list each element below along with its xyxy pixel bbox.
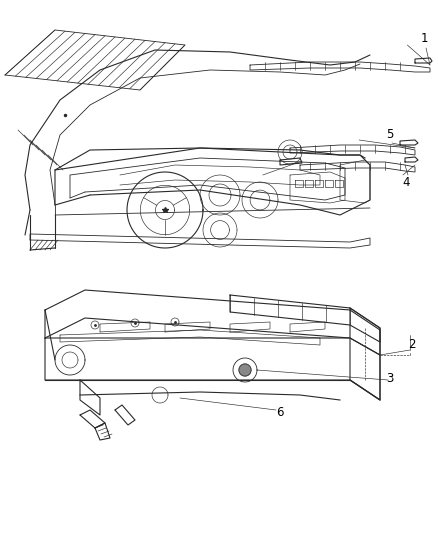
- Text: 2: 2: [408, 338, 416, 351]
- Text: 3: 3: [386, 372, 394, 384]
- Text: 6: 6: [276, 407, 284, 419]
- Text: 1: 1: [420, 31, 428, 44]
- Circle shape: [239, 364, 251, 376]
- Text: 4: 4: [402, 176, 410, 190]
- Text: 5: 5: [386, 128, 394, 141]
